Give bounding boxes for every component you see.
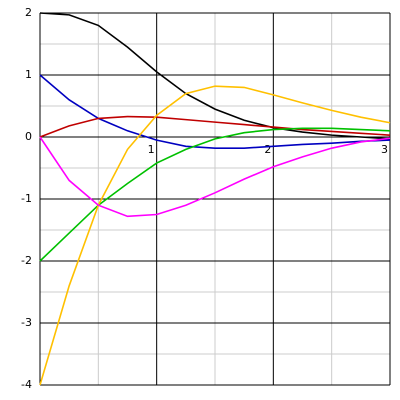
x-tick-label: 3 xyxy=(381,143,388,156)
y-tick-label: -1 xyxy=(21,192,32,205)
x-tick-label: 1 xyxy=(148,143,155,156)
y-tick-label: 0 xyxy=(25,130,32,143)
y-tick-label: 1 xyxy=(25,68,32,81)
x-tick-label: 2 xyxy=(264,143,271,156)
line-series xyxy=(39,115,391,138)
line-series xyxy=(39,12,391,140)
line-series xyxy=(39,136,391,218)
y-tick-label: 2 xyxy=(25,6,32,19)
y-tick-label: -3 xyxy=(21,316,32,329)
y-tick-label: -4 xyxy=(21,378,32,391)
y-tick-label: -2 xyxy=(21,254,32,267)
